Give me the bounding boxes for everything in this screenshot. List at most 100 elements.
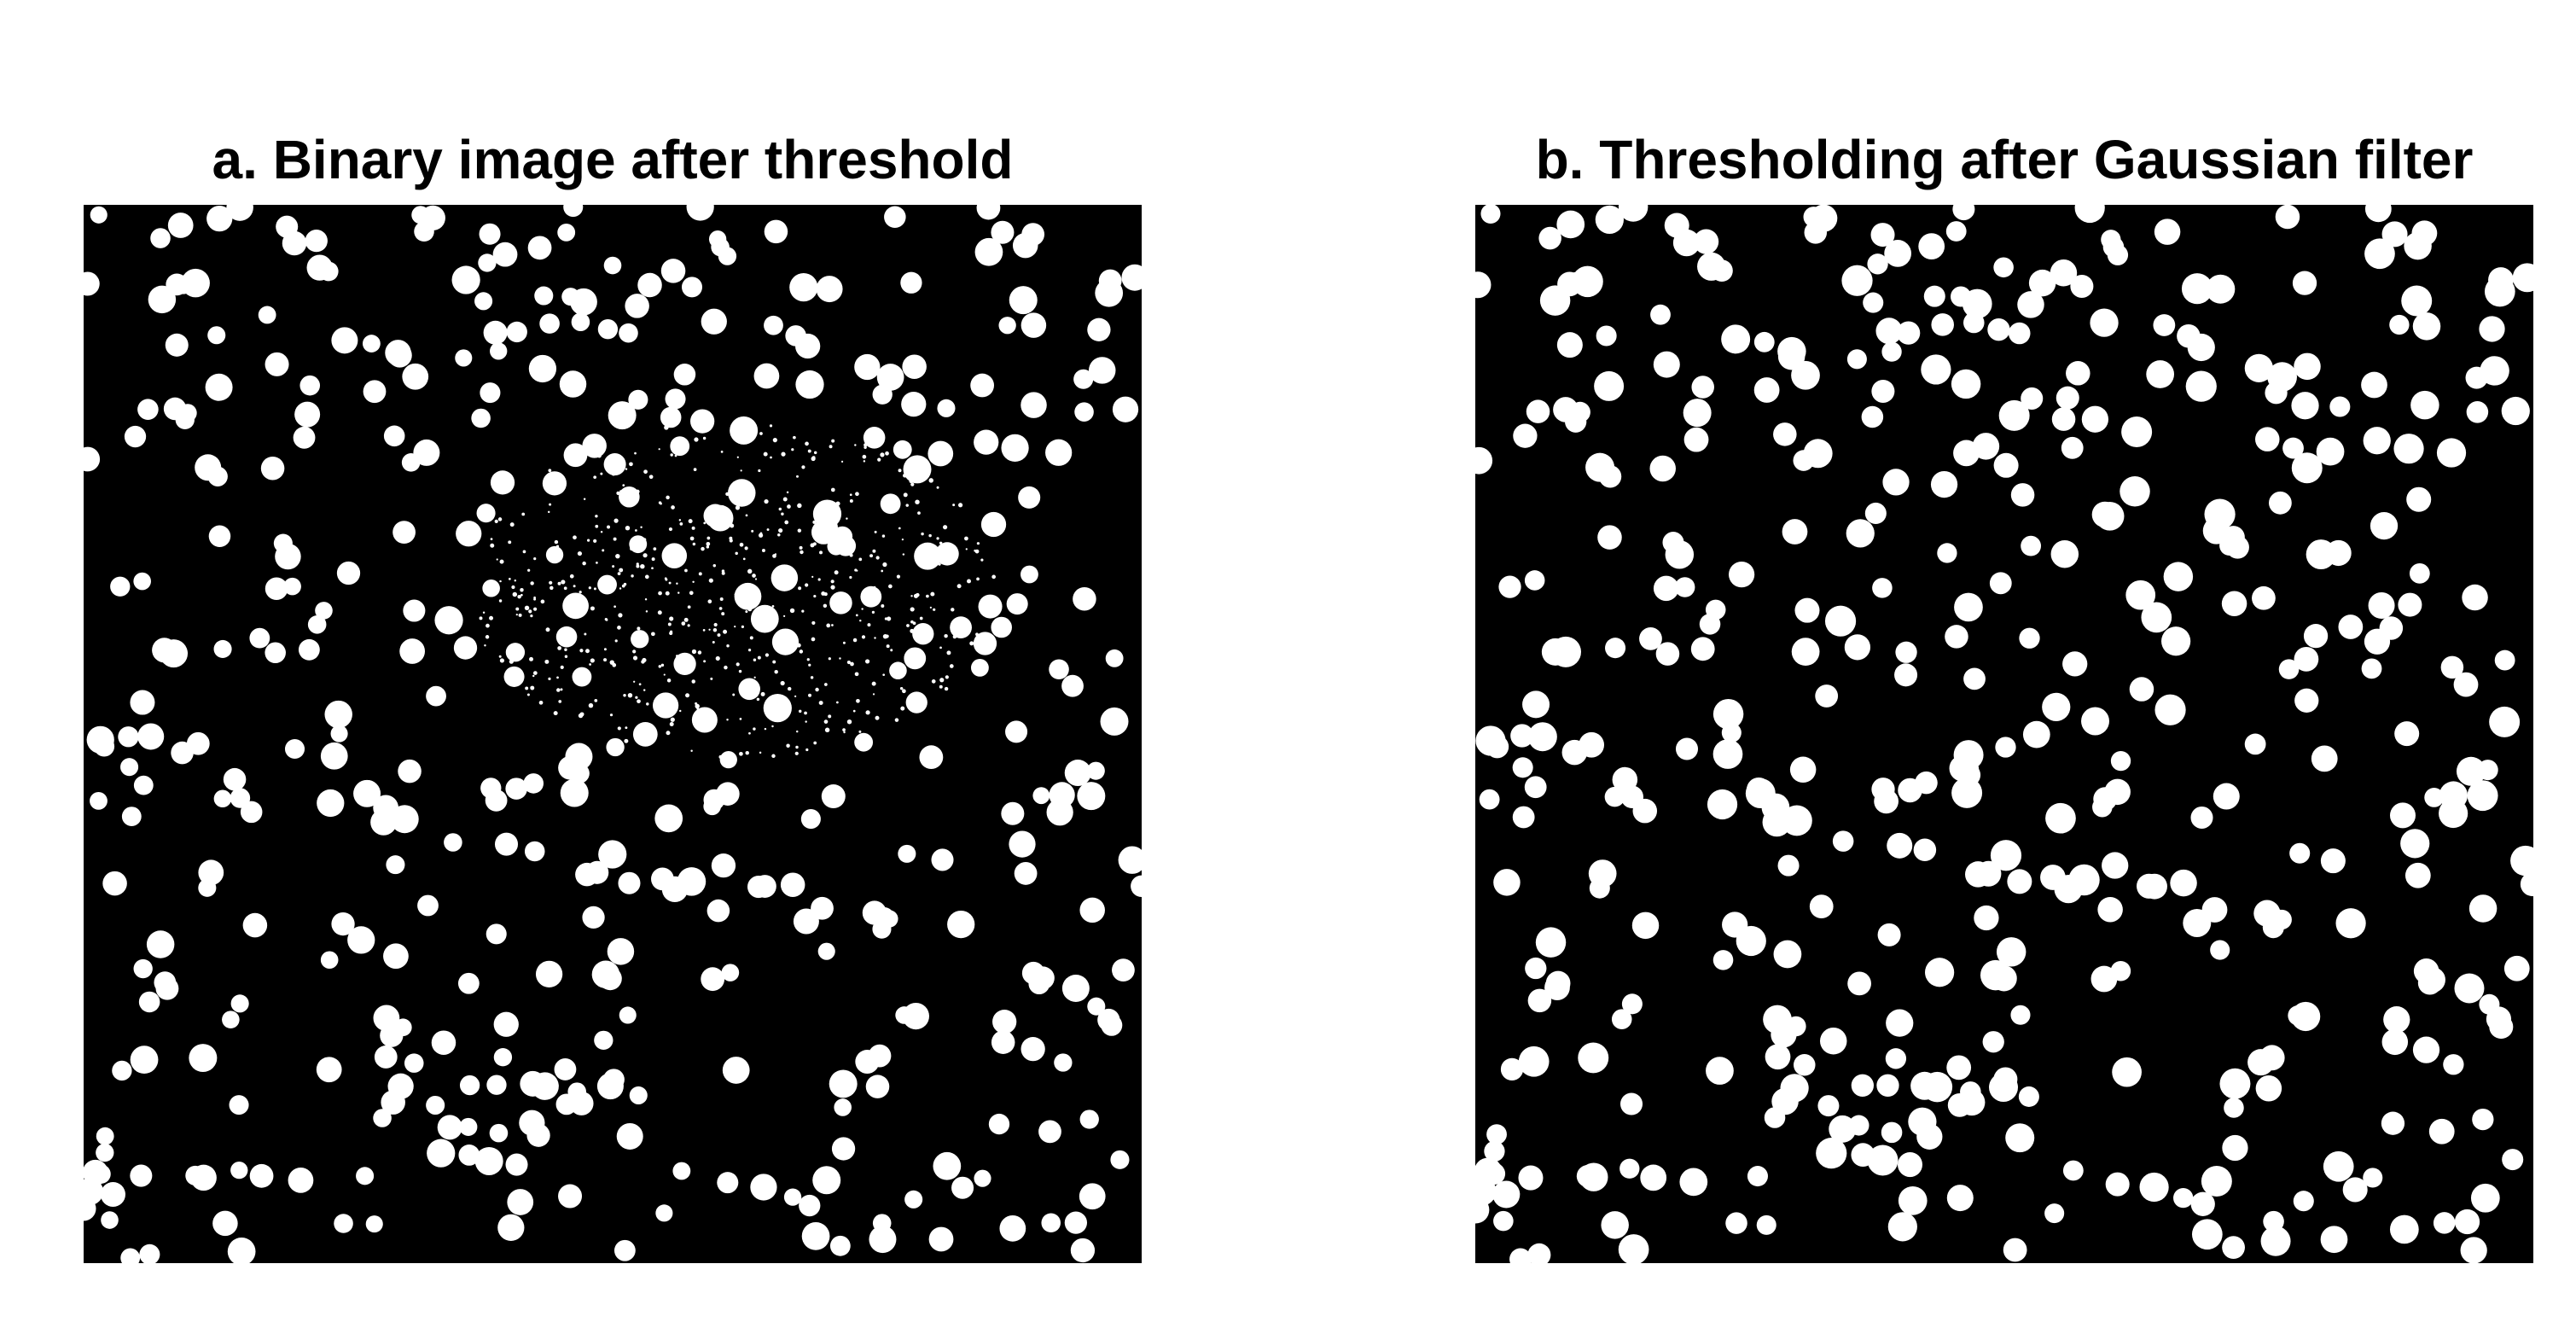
- noise-speck: [479, 616, 483, 620]
- noise-speck: [974, 549, 980, 554]
- particle-blob: [834, 1098, 852, 1116]
- particle-blob: [1512, 806, 1535, 829]
- particle-blob: [1513, 423, 1538, 448]
- noise-speck: [736, 456, 739, 458]
- particle-blob: [212, 1210, 238, 1237]
- particle-blob: [562, 592, 589, 620]
- particle-blob: [1693, 229, 1719, 254]
- noise-speck: [678, 519, 682, 521]
- particle-blob: [2201, 1166, 2232, 1197]
- noise-speck: [850, 661, 854, 667]
- particle-blob: [872, 384, 893, 405]
- noise-speck: [643, 469, 648, 475]
- particle-blob: [1620, 785, 1644, 809]
- noise-speck: [708, 628, 711, 631]
- noise-speck: [735, 551, 738, 556]
- particle-blob: [534, 286, 554, 306]
- particle-blob: [753, 363, 780, 389]
- particle-blob: [2316, 437, 2345, 466]
- particle-blob: [1707, 789, 1738, 820]
- particle-blob: [2005, 1123, 2035, 1153]
- particle-blob: [474, 1146, 503, 1175]
- noise-speck: [831, 624, 834, 626]
- noise-speck: [936, 486, 939, 489]
- particle-blob: [150, 228, 171, 248]
- particle-blob: [84, 271, 100, 296]
- particle-blob: [1832, 830, 1854, 852]
- noise-speck: [482, 611, 486, 614]
- particle-blob: [2102, 852, 2129, 879]
- noise-speck: [787, 504, 791, 509]
- particle-blob: [1683, 427, 1709, 452]
- noise-speck: [721, 571, 725, 575]
- particle-blob: [1131, 875, 1142, 897]
- particle-blob: [2389, 314, 2410, 335]
- noise-speck: [855, 614, 858, 617]
- particle-blob: [1844, 634, 1871, 661]
- noise-speck: [604, 617, 608, 621]
- noise-speck: [525, 686, 529, 690]
- noise-speck: [808, 663, 811, 667]
- particle-blob: [991, 616, 1012, 638]
- particle-blob: [2222, 1134, 2248, 1162]
- noise-speck: [754, 684, 759, 689]
- noise-speck: [615, 553, 620, 559]
- particle-blob: [974, 1169, 991, 1187]
- noise-speck: [588, 702, 594, 708]
- noise-speck: [668, 581, 672, 585]
- particle-blob: [1101, 1014, 1123, 1036]
- noise-speck: [680, 666, 684, 670]
- noise-speck: [609, 660, 614, 665]
- particle-blob: [230, 788, 251, 808]
- particle-blob: [607, 938, 635, 965]
- noise-speck: [670, 453, 673, 457]
- noise-speck: [967, 579, 971, 584]
- particle-blob: [387, 1073, 414, 1099]
- particle-blob: [2400, 829, 2430, 859]
- noise-speck: [713, 622, 718, 627]
- noise-speck: [852, 638, 858, 643]
- noise-speck: [969, 641, 974, 646]
- particle-blob: [2409, 562, 2430, 584]
- noise-speck: [692, 542, 696, 546]
- particle-blob: [2146, 360, 2175, 388]
- particle-blob: [1064, 760, 1091, 787]
- particle-blob: [764, 219, 788, 244]
- noise-speck: [805, 441, 809, 446]
- particle-blob: [1021, 392, 1047, 418]
- particle-blob: [284, 738, 305, 760]
- particle-blob: [1974, 905, 1999, 931]
- particle-blob: [2247, 1049, 2275, 1076]
- noise-speck: [939, 541, 943, 545]
- noise-speck: [712, 628, 718, 632]
- particle-blob: [230, 1161, 248, 1179]
- noise-speck: [928, 478, 933, 483]
- particle-blob: [1876, 1074, 1899, 1097]
- particle-blob: [2019, 627, 2040, 649]
- noise-speck: [603, 648, 607, 651]
- noise-speck: [625, 500, 629, 504]
- noise-speck: [745, 610, 748, 614]
- particle-blob: [2361, 371, 2387, 399]
- particle-blob: [1500, 1057, 1524, 1080]
- noise-speck: [589, 663, 591, 666]
- particle-blob: [2510, 845, 2533, 877]
- particle-blob: [1954, 592, 1983, 622]
- noise-speck: [490, 538, 493, 540]
- noise-speck: [854, 444, 857, 446]
- particle-blob: [2404, 231, 2432, 260]
- particle-blob: [417, 894, 439, 917]
- noise-speck: [818, 701, 823, 706]
- particle-blob: [1705, 599, 1726, 620]
- noise-speck: [640, 526, 643, 528]
- particle-blob: [185, 1165, 206, 1185]
- particle-blob: [722, 1057, 750, 1084]
- noise-speck: [569, 607, 574, 613]
- particle-blob: [1871, 778, 1895, 801]
- particle-blob: [1871, 379, 1895, 404]
- particle-blob: [2282, 437, 2304, 459]
- noise-speck: [557, 646, 561, 650]
- noise-speck: [508, 577, 511, 580]
- particle-blob: [855, 1050, 880, 1075]
- noise-speck: [674, 454, 677, 457]
